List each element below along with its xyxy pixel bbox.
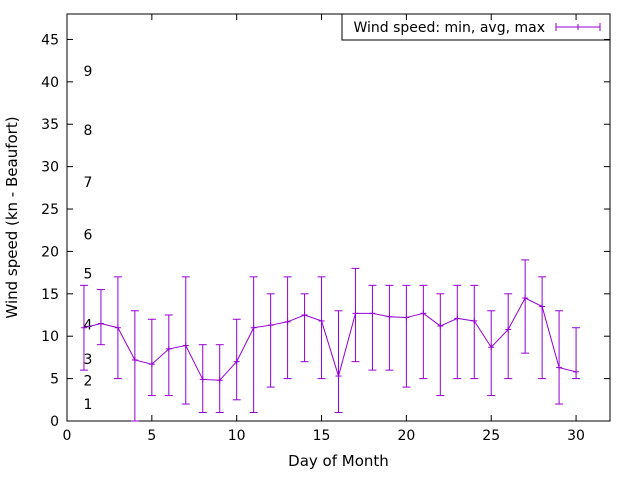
beaufort-scale-labels: 1 2 3 4 5 6 7 8 9: [84, 64, 93, 413]
svg-text:10: 10: [41, 329, 59, 345]
svg-text:3: 3: [84, 352, 93, 368]
plot-border: [66, 13, 611, 422]
svg-text:25: 25: [482, 428, 500, 444]
svg-text:6: 6: [84, 227, 93, 243]
svg-text:9: 9: [84, 64, 93, 80]
svg-text:10: 10: [228, 428, 246, 444]
svg-text:20: 20: [41, 244, 59, 260]
svg-text:5: 5: [84, 266, 93, 282]
svg-text:Wind speed: min, avg, max: Wind speed: min, avg, max: [353, 20, 545, 36]
svg-text:15: 15: [41, 287, 59, 303]
svg-text:35: 35: [41, 117, 59, 133]
svg-text:4: 4: [84, 317, 93, 333]
svg-text:0: 0: [50, 414, 59, 430]
svg-text:30: 30: [41, 160, 59, 176]
svg-text:Wind speed (kn - Beaufort): Wind speed (kn - Beaufort): [3, 116, 21, 318]
svg-text:1: 1: [84, 397, 93, 413]
x-axis: 0 5 10 15 20 25 30: [63, 14, 585, 444]
y-axis-title: Wind speed (kn - Beaufort): [3, 116, 21, 318]
svg-text:7: 7: [84, 175, 93, 191]
series-avg-line: [83, 297, 577, 381]
x-axis-title: Day of Month: [288, 452, 389, 470]
svg-text:5: 5: [50, 372, 59, 388]
legend: Wind speed: min, avg, max: [341, 13, 611, 41]
svg-text:30: 30: [567, 428, 585, 444]
series-avg-points: [80, 295, 580, 384]
svg-text:5: 5: [147, 428, 156, 444]
svg-text:8: 8: [84, 123, 93, 139]
svg-text:45: 45: [41, 32, 59, 48]
svg-text:40: 40: [41, 75, 59, 91]
error-bars: [79, 259, 581, 422]
svg-text:2: 2: [84, 373, 93, 389]
svg-text:0: 0: [63, 428, 72, 444]
svg-text:25: 25: [41, 202, 59, 218]
svg-text:20: 20: [397, 428, 415, 444]
svg-text:15: 15: [313, 428, 331, 444]
svg-text:Day of Month: Day of Month: [288, 452, 389, 470]
